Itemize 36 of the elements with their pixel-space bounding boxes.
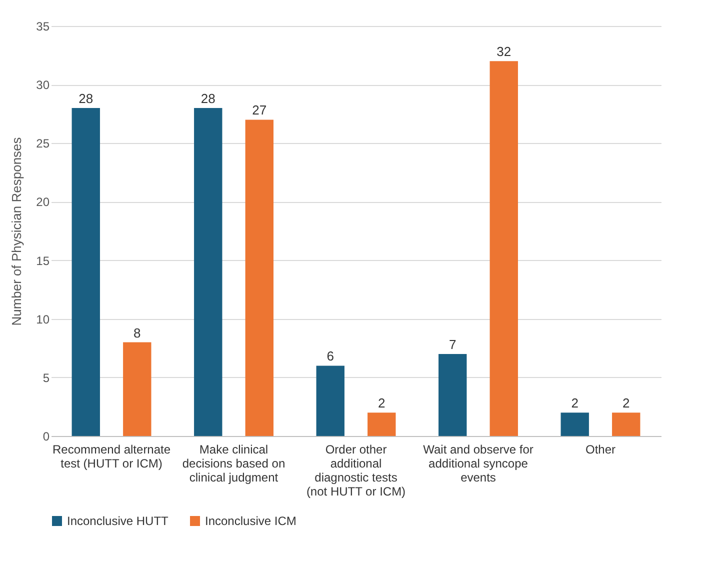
data-label: 2: [378, 396, 386, 411]
y-tick-label: 0: [42, 430, 50, 444]
data-label: 27: [252, 102, 267, 118]
bar: [72, 108, 100, 436]
y-tick-label: 35: [36, 20, 50, 34]
x-tick-label: Other: [585, 442, 616, 456]
bar: [438, 354, 467, 436]
data-label: 8: [134, 325, 141, 340]
data-label: 6: [326, 348, 334, 364]
data-label: 28: [200, 91, 216, 106]
bar: [123, 342, 152, 436]
data-label: 28: [78, 91, 94, 106]
bar: [245, 120, 274, 436]
bar: [560, 412, 589, 436]
bar: [194, 108, 222, 436]
x-tick-label: Order other additional diagnostic tests (not HUTT or ICM): [306, 442, 406, 498]
legend-label: Inconclusive HUTT: [67, 514, 170, 528]
x-tick-label: Recommend alternate test (HUTT or ICM): [52, 442, 171, 470]
data-label: 7: [448, 337, 456, 352]
y-tick-label: 15: [36, 254, 50, 268]
data-label: 2: [571, 396, 578, 411]
x-tick-label: Wait and observe for additional syncope events: [423, 442, 534, 484]
y-tick-label: 30: [36, 78, 50, 92]
bar: [490, 61, 518, 436]
y-tick-label: 5: [42, 370, 50, 385]
data-label: 32: [496, 44, 512, 60]
y-tick-label: 25: [36, 136, 50, 151]
bar: [316, 366, 344, 436]
bar: [612, 412, 640, 436]
x-tick-label: Make clinical decisions based on clinical judgment: [182, 442, 286, 484]
y-tick-label: 20: [36, 195, 50, 210]
y-axis-title: Number of Physician Responses: [9, 136, 24, 326]
data-label: 2: [622, 396, 630, 411]
y-tick-label: 10: [36, 312, 50, 326]
legend-label: Inconclusive ICM: [205, 514, 296, 528]
bar: [368, 412, 396, 436]
